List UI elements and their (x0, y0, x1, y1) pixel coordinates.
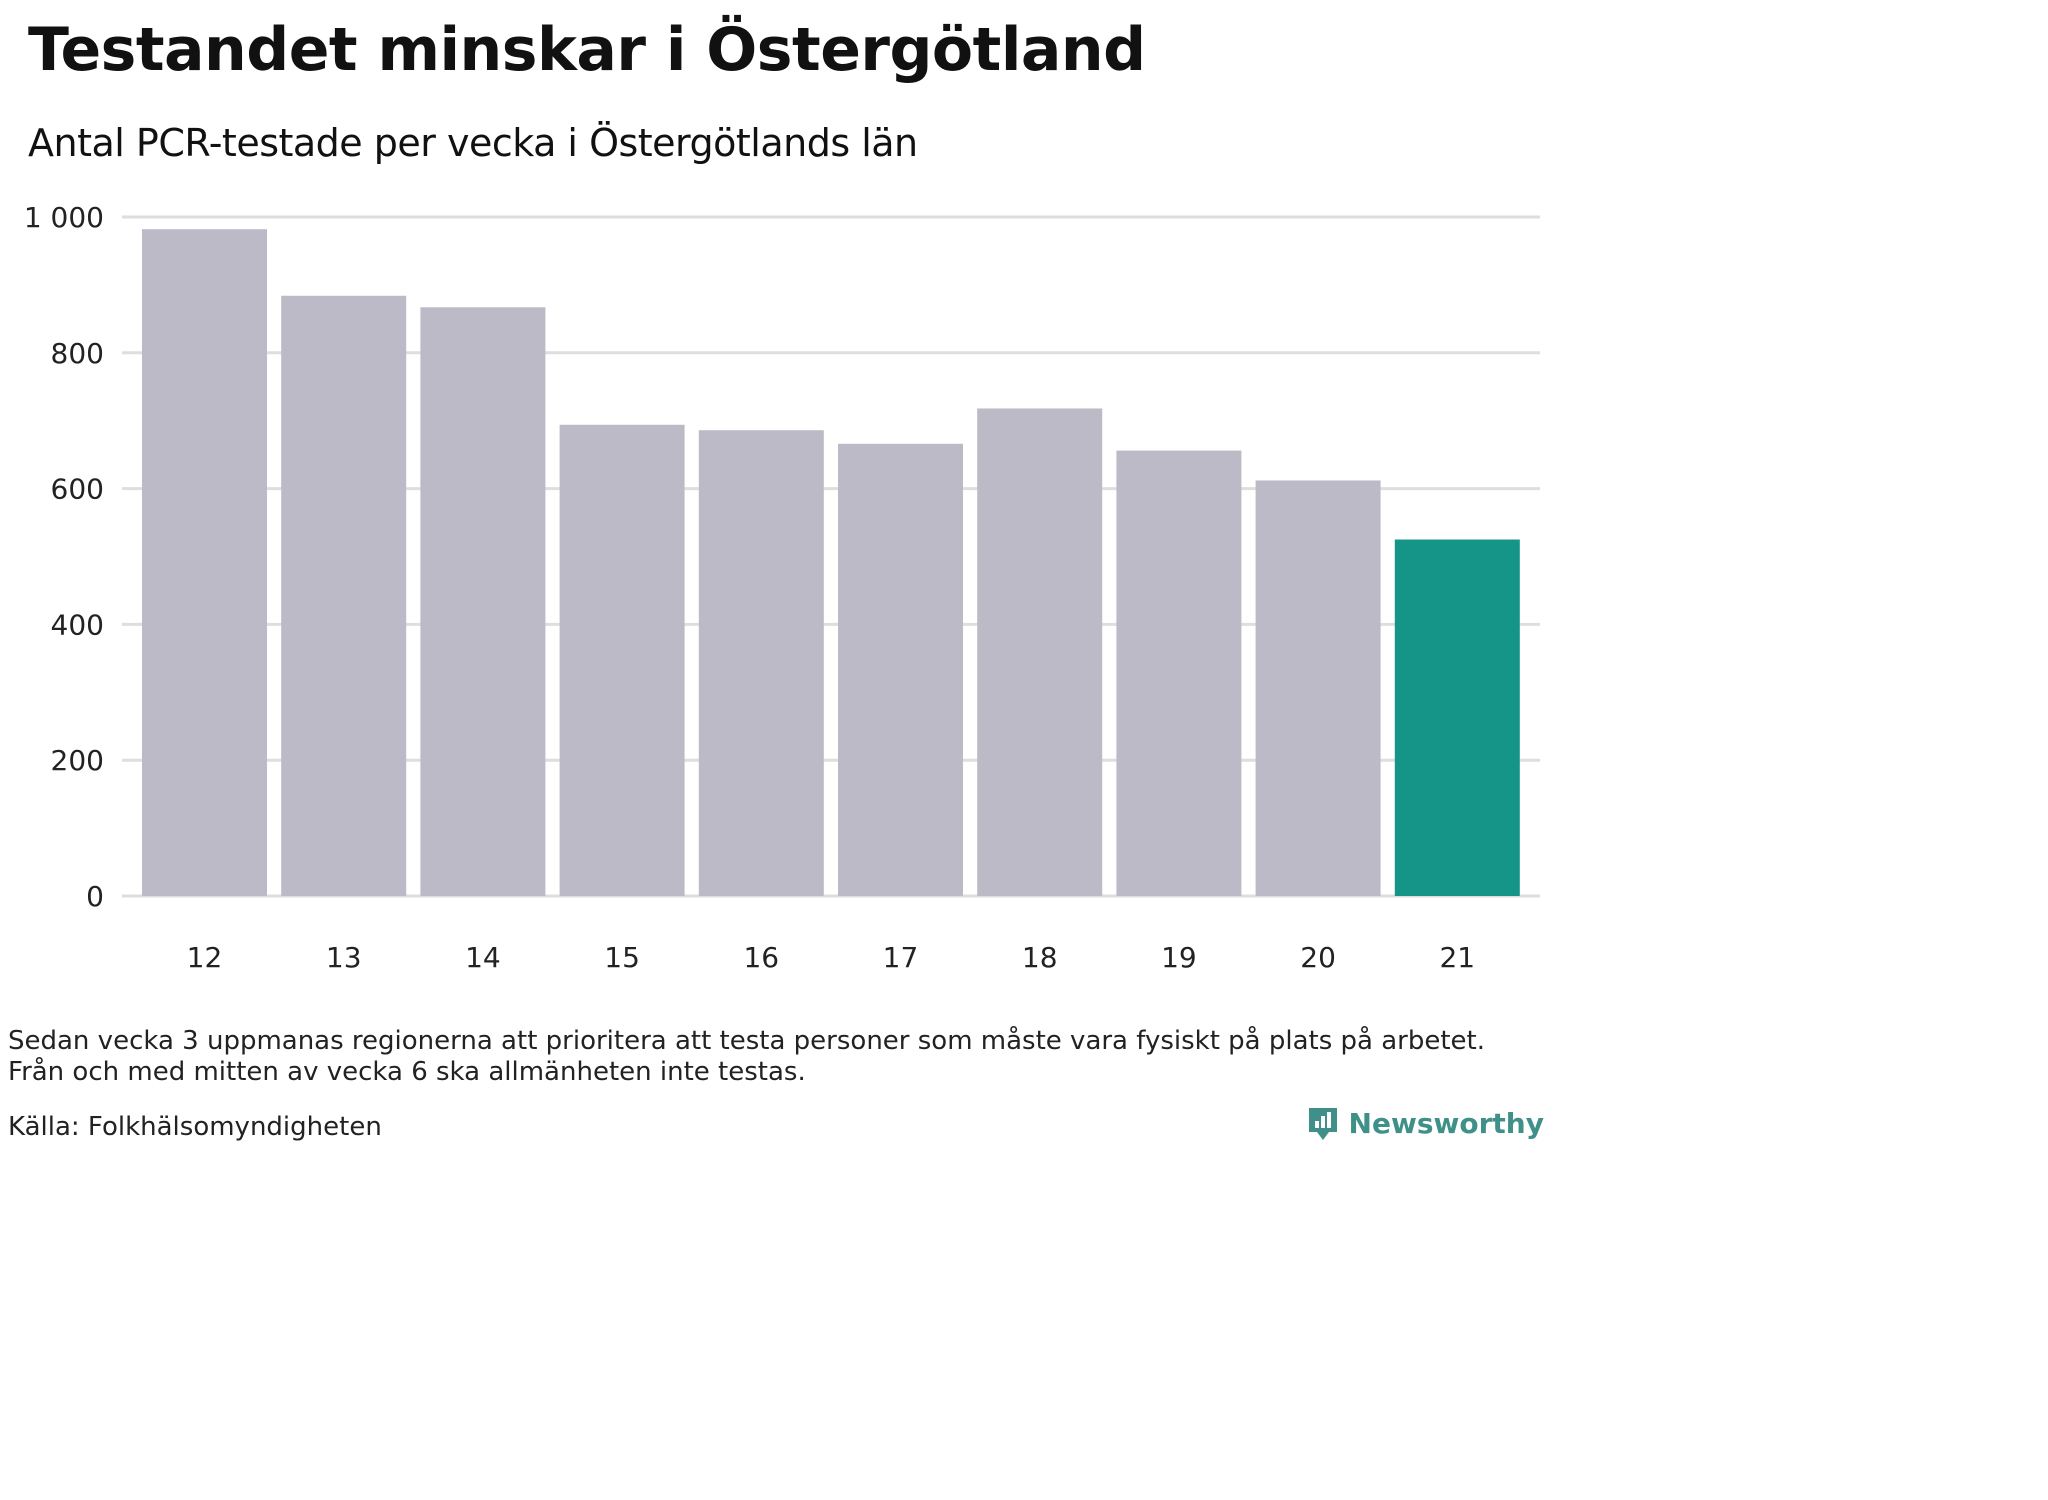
x-tick-label: 18 (1022, 941, 1058, 974)
x-tick-label: 19 (1161, 941, 1197, 974)
x-tick-label: 14 (465, 941, 501, 974)
brand-name: Newsworthy (1348, 1107, 1544, 1140)
x-axis-labels: 12 13 14 15 16 17 18 19 20 21 (187, 941, 1475, 974)
y-tick-label: 400 (51, 608, 104, 641)
bar (281, 295, 407, 896)
x-tick-label: 16 (743, 941, 779, 974)
chart-subtitle: Antal PCR-testade per vecka i Östergötla… (28, 121, 918, 165)
x-tick-label: 12 (187, 941, 223, 974)
chart-note: Sedan vecka 3 uppmanas regionerna att pr… (8, 1026, 1485, 1088)
chart-title: Testandet minskar i Östergötland (28, 15, 1146, 85)
y-axis-labels: 0 200 400 600 800 1 000 (24, 201, 104, 913)
x-tick-label: 17 (883, 941, 919, 974)
bar (1255, 480, 1381, 896)
bar (420, 307, 546, 896)
bar (1116, 450, 1242, 896)
x-tick-label: 20 (1300, 941, 1336, 974)
bar (838, 443, 963, 896)
bars (142, 229, 1520, 897)
note-line-1: Sedan vecka 3 uppmanas regionerna att pr… (8, 1026, 1486, 1056)
bar (142, 229, 267, 897)
y-tick-label: 1 000 (24, 201, 104, 234)
bar (1394, 539, 1520, 896)
bar-chart: 0 200 400 600 800 1 000 12 13 14 15 16 17 18 19 20 21 (24, 201, 1540, 974)
y-tick-label: 600 (51, 473, 104, 506)
bar (977, 408, 1103, 896)
source-text: Källa: Folkhälsomyndigheten (8, 1112, 382, 1142)
y-tick-label: 800 (51, 337, 104, 370)
bar (559, 424, 685, 896)
bar (698, 430, 824, 896)
y-tick-label: 200 (51, 744, 104, 777)
newsworthy-logo-icon (1308, 1108, 1337, 1140)
brand-logo[interactable]: Newsworthy (1307, 1106, 1544, 1142)
y-tick-label: 0 (86, 880, 104, 913)
x-tick-label: 15 (604, 941, 640, 974)
x-tick-label: 21 (1439, 941, 1475, 974)
note-line-2: Från och med mitten av vecka 6 ska allmä… (8, 1057, 806, 1087)
x-tick-label: 13 (326, 941, 362, 974)
